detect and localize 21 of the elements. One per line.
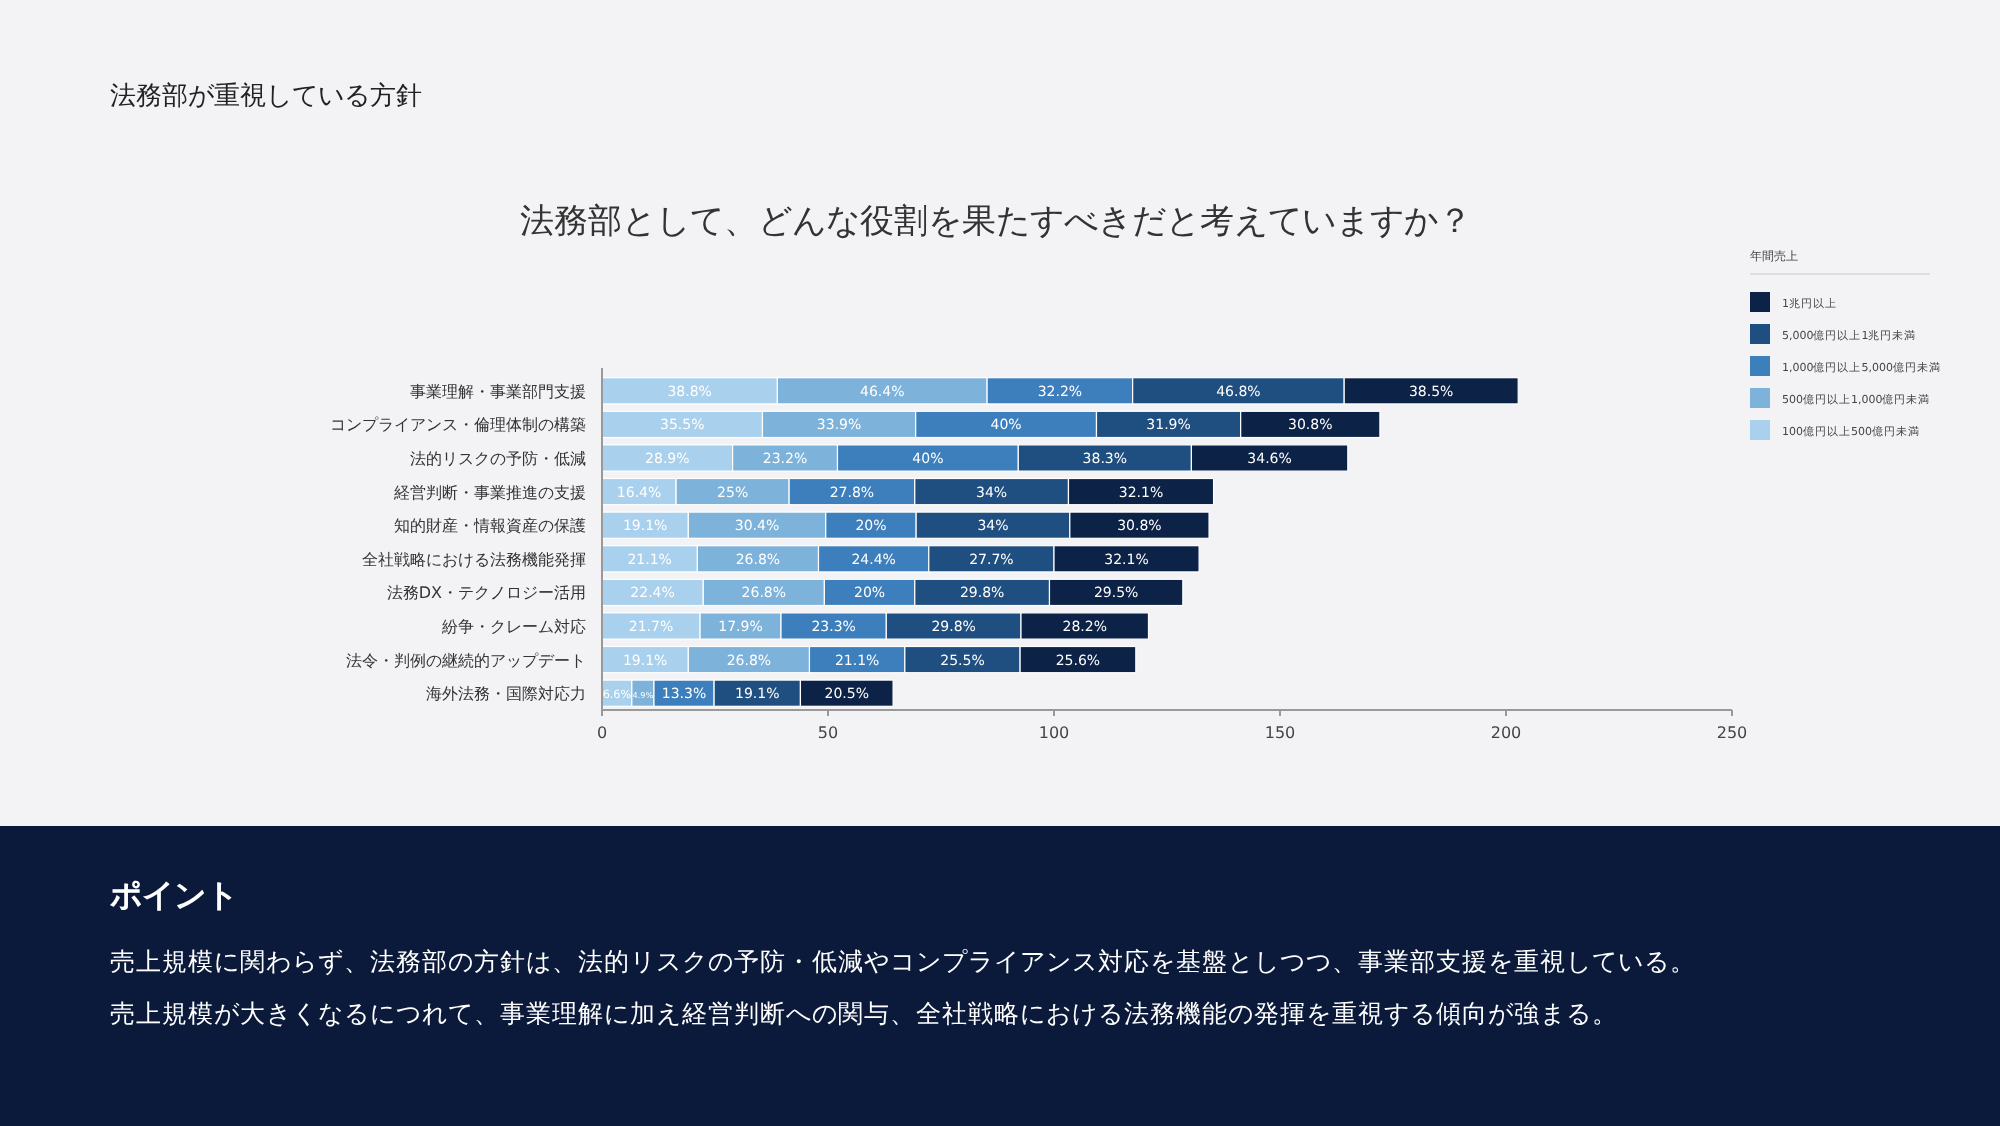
text: 売上規模に関わらず、法務部の方針は、法的リスクの予防・低減やコンプライアンス対応を基盤としつつ、事業部支援を重視している。 xyxy=(110,946,1696,976)
x-tick-label: 200 xyxy=(1490,724,1522,742)
x-tick-label: 50 xyxy=(817,724,839,742)
y-tick-label: 事業理解・事業部門支援 xyxy=(410,382,586,401)
y-tick-label: 知的財産・情報資産の保護 xyxy=(394,517,586,536)
y-tick-label: 紛争・クレーム対応 xyxy=(440,618,586,636)
x-tick-label: 150 xyxy=(1264,724,1296,742)
x-tick-label: 250 xyxy=(1716,724,1748,742)
x-tick-label: 100 xyxy=(1038,724,1070,742)
text: 法務部が重視している方針 xyxy=(110,80,422,112)
y-tick-label: 全社戦略における法務機能発揮 xyxy=(362,550,586,569)
y-tick-label: 法的リスクの予防・低減 xyxy=(410,450,586,468)
y-tick-label: 海外法務・国際対応力 xyxy=(426,685,586,704)
x-tick-label: 0 xyxy=(596,724,608,742)
chart-title: 法務部として、どんな役割を果たすべきだと考えていますか？ xyxy=(520,202,1472,242)
y-tick-label: 法務DX・テクノロジー活用 xyxy=(386,584,586,603)
y-tick-label: 経営判断・事業推進の支援 xyxy=(392,483,586,502)
y-tick-label: 法令・判例の継続的アップデート xyxy=(346,651,586,670)
text: ポイント xyxy=(108,876,238,914)
y-tick-label: コンプライアンス・倫理体制の構築 xyxy=(330,416,586,435)
text: 売上規模が大きくなるにつれて、事業理解に加え経営判断への関与、全社戦略における法務機能の発揮を重視する傾向が強まる。 xyxy=(110,998,1618,1028)
